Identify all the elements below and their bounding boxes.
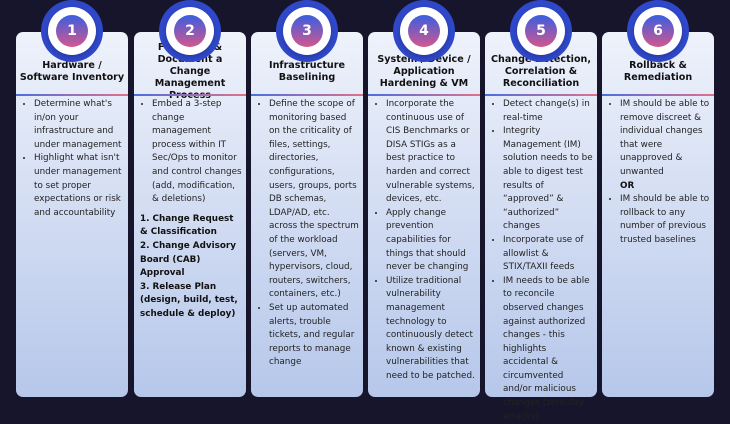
divider: [134, 94, 246, 96]
step-number: 1: [56, 15, 88, 47]
step-item: 1. Change Request & Classification: [140, 213, 234, 238]
bullet-item: Integrity Management (IM) solution needs…: [503, 125, 594, 234]
step-number-badge: 6: [627, 0, 689, 62]
divider: [16, 94, 128, 96]
step-title: Rollback & Remediation: [623, 60, 693, 83]
divider: [368, 94, 480, 96]
bullet-item: Set up automated alerts, trouble tickets…: [269, 302, 360, 370]
or-label: OR: [620, 180, 635, 191]
step-list: 1. Change Request & Classification 2. Cha…: [140, 213, 243, 322]
step-number: 3: [291, 15, 323, 47]
bullet-item: Highlight what isn't under management to…: [34, 152, 125, 220]
step-number: 4: [408, 15, 440, 47]
step-body: Define the scope of monitoring based on …: [257, 98, 360, 370]
step-body: IM should be able to remove discreet & i…: [608, 98, 711, 248]
step-number-badge: 5: [510, 0, 572, 62]
step-number: 5: [525, 15, 557, 47]
bullet-item: Incorporate the continuous use of CIS Be…: [386, 98, 477, 207]
step-body: Embed a 3-step change management process…: [140, 98, 243, 322]
step-number: 6: [642, 15, 674, 47]
step-title: Hardware / Software Inventory: [19, 60, 125, 83]
bullet-item: Detect change(s) in real-time: [503, 98, 594, 125]
step-number-badge: 2: [159, 0, 221, 62]
step-body: Detect change(s) in real-timeIntegrity M…: [491, 98, 594, 424]
bullet-item: Utilize traditional vulnerability manage…: [386, 275, 477, 384]
divider: [485, 94, 597, 96]
step-title: Infrastructure Baselining: [269, 60, 345, 83]
step-number-badge: 4: [393, 0, 455, 62]
divider: [602, 94, 714, 96]
bullet-item: Define the scope of monitoring based on …: [269, 98, 360, 302]
step-card: Infrastructure Baselining Define the sco…: [251, 32, 363, 397]
bullet-item: Determine what's in/on your infrastructu…: [34, 98, 125, 152]
step-card: System / Device / Application Hardening …: [368, 32, 480, 397]
step-item: 3. Release Plan (design, build, test, sc…: [140, 281, 238, 319]
step-body: Incorporate the continuous use of CIS Be…: [374, 98, 477, 383]
step-number: 2: [174, 15, 206, 47]
step-card: Change Detection, Correlation & Reconcil…: [485, 32, 597, 422]
step-number-badge: 3: [276, 0, 338, 62]
step-body: Determine what's in/on your infrastructu…: [22, 98, 125, 220]
step-item: 2. Change Advisory Board (CAB) Approval: [140, 240, 236, 279]
step-card: Rollback & Remediation IM should be able…: [602, 32, 714, 397]
step-card: Hardware / Software Inventory Determine …: [16, 32, 128, 397]
step-card: Formalize & Document a Change Management…: [134, 32, 246, 397]
bullet-item: IM should be able to remove discreet & i…: [620, 98, 711, 180]
bullet-item: IM should be able to rollback to any num…: [620, 193, 711, 247]
bullet-item: Incorporate use of allowlist & STIX/TAXI…: [503, 234, 594, 275]
step-number-badge: 1: [41, 0, 103, 62]
bullet-item: IM needs to be able to reconcile observe…: [503, 275, 594, 424]
divider: [251, 94, 363, 96]
bullet-item: Embed a 3-step change management process…: [152, 98, 243, 207]
bullet-item: Apply change prevention capabilities for…: [386, 207, 477, 275]
